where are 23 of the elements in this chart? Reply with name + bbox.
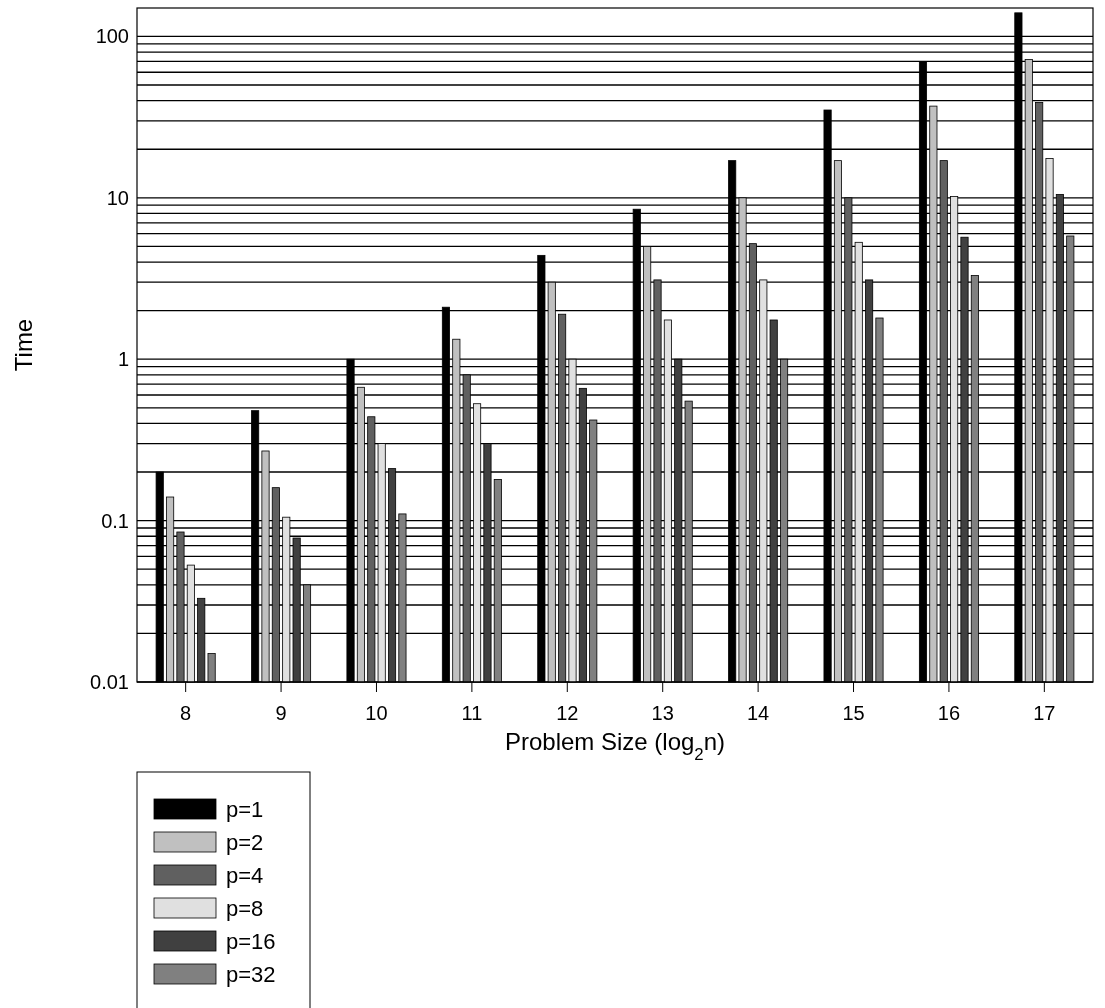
x-tick-label: 12 (556, 702, 579, 724)
legend-label: p=4 (226, 862, 264, 888)
x-axis-title: Problem Size (log$_{2}$n) (504, 728, 726, 764)
x-tick-label: 15 (842, 702, 865, 724)
y-axis-title: Time (10, 318, 37, 372)
x-tick-label: 9 (275, 702, 287, 724)
y-tick-label: 0.1 (101, 509, 129, 532)
legend-label: p=16 (226, 928, 276, 954)
x-tick-label: 8 (180, 702, 192, 724)
y-tick-label: 0.01 (90, 671, 129, 693)
x-tick-label: 14 (746, 702, 770, 724)
y-tick-label: 100 (95, 25, 129, 48)
legend-label: p=2 (226, 829, 264, 855)
y-tick-label: 1 (117, 348, 129, 371)
legend-label: p=8 (226, 895, 264, 921)
y-tick-label: 10 (106, 186, 129, 209)
x-tick-label: 11 (461, 702, 483, 724)
x-tick-label: 10 (365, 702, 388, 724)
x-tick-label: 17 (1033, 702, 1056, 724)
legend-label: p=32 (226, 961, 276, 987)
x-tick-label: 13 (651, 702, 674, 724)
legend-label: p=1 (226, 796, 264, 822)
x-tick-label: 16 (937, 702, 961, 724)
